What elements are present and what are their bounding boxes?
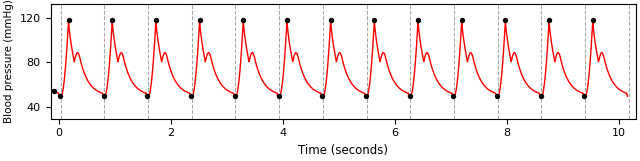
- Point: [142, 95, 152, 97]
- Point: [369, 19, 380, 21]
- Point: [448, 95, 458, 97]
- Point: [326, 19, 336, 21]
- Point: [282, 19, 292, 21]
- Point: [361, 95, 371, 97]
- Point: [579, 95, 589, 97]
- Y-axis label: Blood pressure (mmHg): Blood pressure (mmHg): [4, 0, 14, 123]
- Point: [186, 95, 196, 97]
- Point: [456, 19, 467, 21]
- Point: [404, 95, 415, 97]
- Point: [55, 95, 65, 97]
- Point: [317, 95, 327, 97]
- Point: [63, 19, 74, 21]
- Point: [544, 19, 554, 21]
- Point: [151, 19, 161, 21]
- Point: [49, 90, 60, 93]
- Point: [99, 95, 109, 97]
- Point: [195, 19, 205, 21]
- Point: [536, 95, 546, 97]
- Point: [500, 19, 511, 21]
- Point: [230, 95, 240, 97]
- Point: [238, 19, 248, 21]
- Point: [413, 19, 423, 21]
- Point: [588, 19, 598, 21]
- Point: [107, 19, 117, 21]
- Point: [273, 95, 284, 97]
- X-axis label: Time (seconds): Time (seconds): [298, 144, 388, 157]
- Point: [492, 95, 502, 97]
